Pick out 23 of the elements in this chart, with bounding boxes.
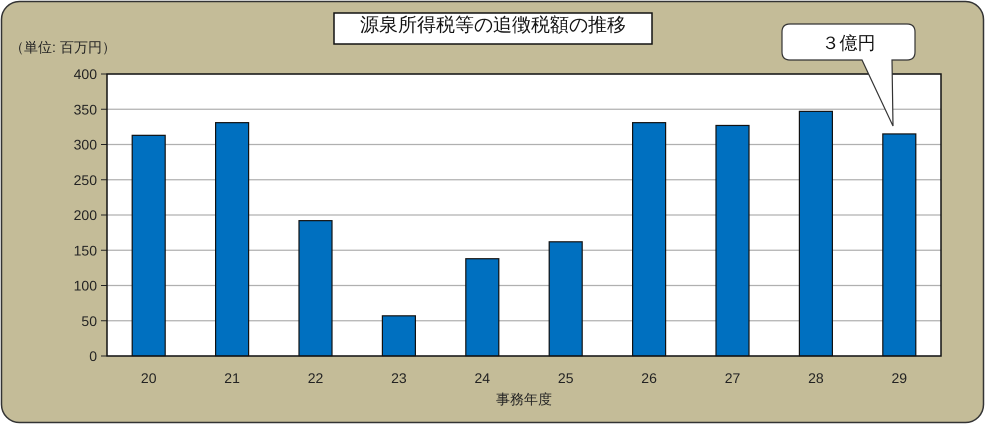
- y-tick-label: 300: [74, 136, 98, 152]
- x-tick-label: 28: [808, 370, 824, 386]
- x-tick-label: 20: [140, 370, 157, 386]
- x-tick-label: 29: [892, 370, 908, 386]
- y-tick-label: 100: [74, 278, 98, 294]
- chart-title: 源泉所得税等の追徴税額の推移: [360, 15, 626, 36]
- x-tick-label: 22: [308, 370, 324, 386]
- y-tick-label: 350: [74, 101, 98, 118]
- y-tick-label: 50: [81, 312, 98, 329]
- y-tick-label: 250: [74, 172, 98, 188]
- x-tick-label: 25: [558, 370, 574, 386]
- y-tick-label: 0: [89, 348, 98, 364]
- x-tick-label: 26: [641, 370, 658, 386]
- x-tick-label: 23: [391, 370, 407, 386]
- x-tick-label: 27: [724, 370, 740, 386]
- x-axis-title: 事務年度: [496, 391, 552, 407]
- y-axis-title: （単位: 百万円）: [10, 39, 116, 55]
- x-tick-label: 24: [474, 370, 490, 386]
- x-tick-label: 21: [224, 370, 240, 386]
- y-tick-label: 400: [74, 66, 98, 82]
- y-tick-label: 150: [74, 242, 98, 258]
- callout: ３億円: [781, 23, 916, 127]
- y-tick-label: 200: [74, 207, 98, 223]
